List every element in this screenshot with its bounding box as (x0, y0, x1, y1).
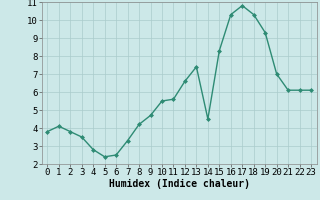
X-axis label: Humidex (Indice chaleur): Humidex (Indice chaleur) (109, 179, 250, 189)
